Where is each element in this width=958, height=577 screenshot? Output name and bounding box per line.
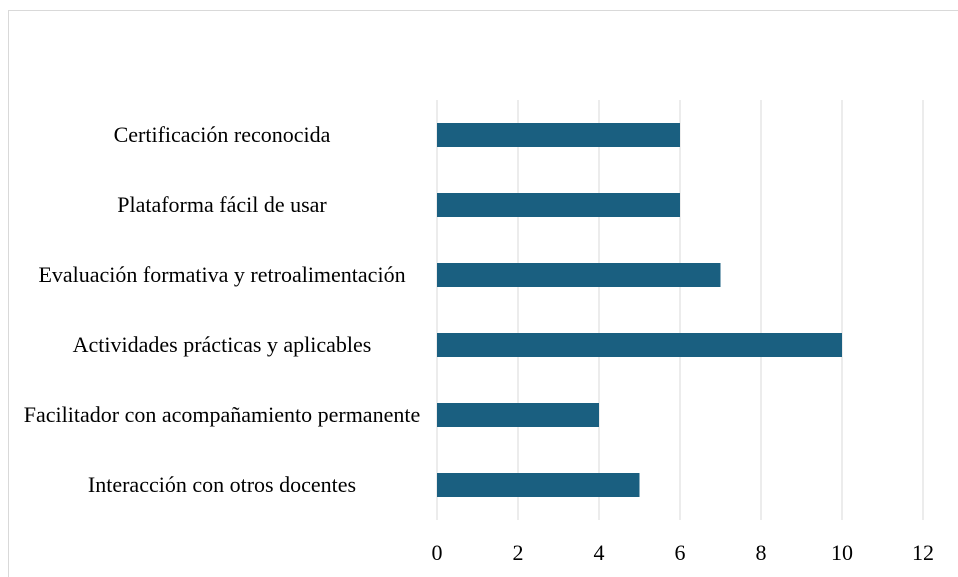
x-tick-label: 6 xyxy=(675,540,686,565)
y-tick-label: Actividades prácticas y aplicables xyxy=(72,332,372,357)
bar xyxy=(437,473,640,497)
x-tick-label: 10 xyxy=(831,540,853,565)
chart-border xyxy=(8,10,958,577)
bar xyxy=(437,403,599,427)
y-tick-label: Interacción con otros docentes xyxy=(87,472,357,497)
x-tick-label: 8 xyxy=(756,540,767,565)
y-tick-label: Evaluación formativa y retroalimentación xyxy=(38,262,406,287)
y-tick-label: Plataforma fácil de usar xyxy=(117,192,327,217)
x-tick-label: 12 xyxy=(912,540,934,565)
x-tick-label: 2 xyxy=(513,540,524,565)
bar xyxy=(437,123,680,147)
bar xyxy=(437,193,680,217)
y-tick-label: Certificación reconocida xyxy=(113,122,331,147)
y-tick-label: Facilitador con acompañamiento permanent… xyxy=(23,402,421,427)
x-tick-label: 4 xyxy=(594,540,605,565)
x-tick-label: 0 xyxy=(432,540,443,565)
bar xyxy=(437,333,842,357)
bar xyxy=(437,263,721,287)
